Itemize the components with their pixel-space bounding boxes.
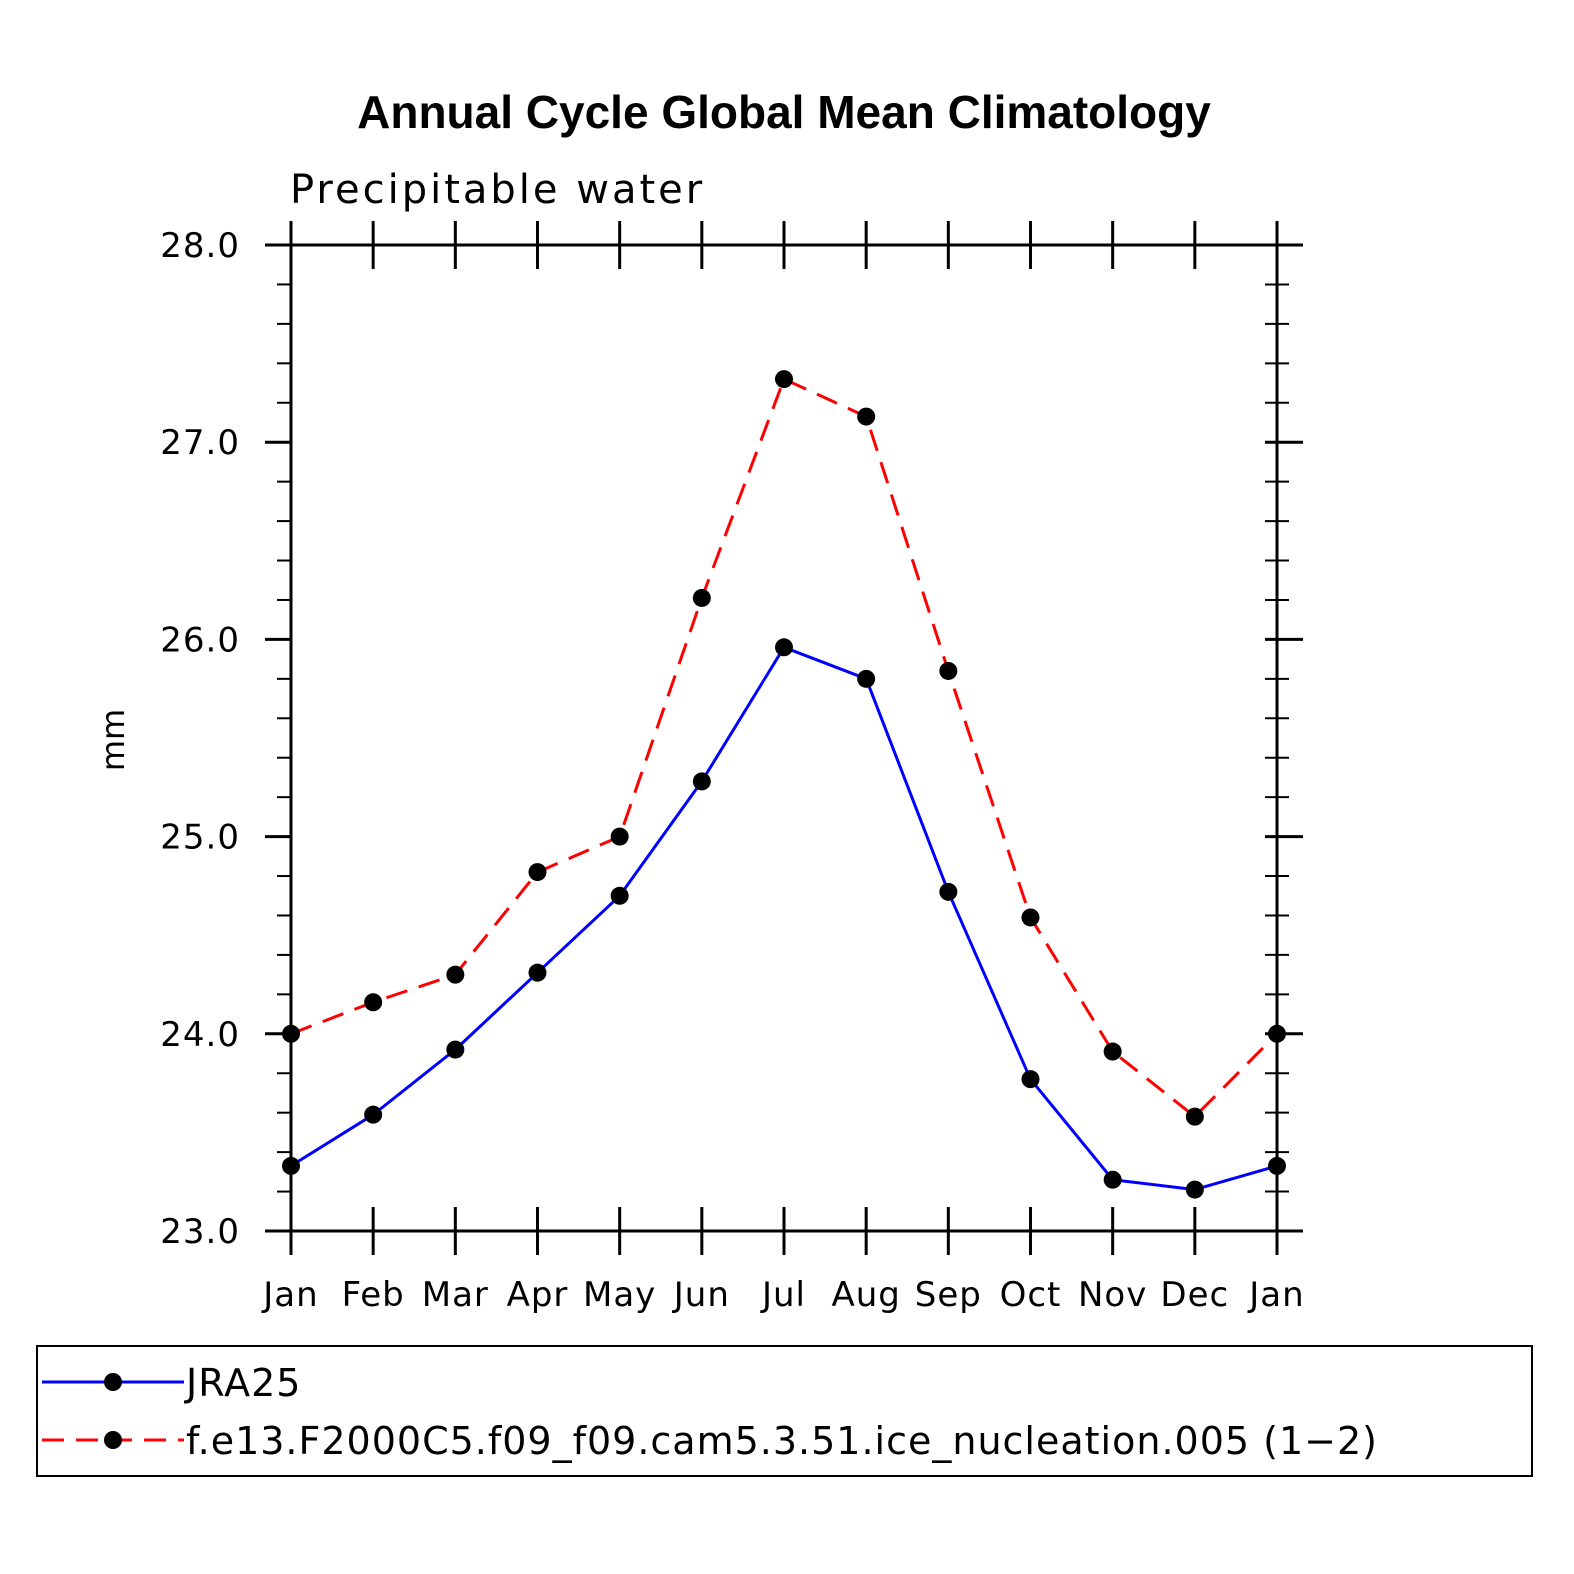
data-point-s1-2 xyxy=(446,965,465,984)
x-tick-label-7: Aug xyxy=(831,1275,900,1315)
series-line-1 xyxy=(290,377,1279,1119)
data-point-s0-4 xyxy=(610,886,629,905)
chart-subtitle: Precipitable water xyxy=(290,167,705,213)
legend-label-jra25: JRA25 xyxy=(184,1361,301,1405)
legend-marker-model xyxy=(104,1431,122,1449)
x-tick-label-2: Mar xyxy=(422,1275,489,1315)
data-point-s0-11 xyxy=(1185,1180,1204,1199)
data-point-s0-6 xyxy=(775,638,793,657)
data-point-s0-1 xyxy=(364,1105,383,1124)
data-point-s1-8 xyxy=(939,661,958,680)
x-tick-label-3: Apr xyxy=(507,1275,569,1315)
series-layer xyxy=(282,370,1286,1199)
data-point-s0-3 xyxy=(528,963,547,982)
data-point-s0-5 xyxy=(692,772,711,791)
legend-label-model: f.e13.F2000C5.f09_f09.cam5.3.51.ice_nucl… xyxy=(186,1419,1378,1463)
y-tick-label-4: 27.0 xyxy=(160,423,240,463)
data-point-s1-4 xyxy=(610,827,629,846)
legend-marker-jra25 xyxy=(104,1373,122,1391)
x-tick-label-1: Feb xyxy=(342,1275,405,1315)
data-point-s0-8 xyxy=(939,882,958,901)
chart-title: Annual Cycle Global Mean Climatology xyxy=(357,86,1211,138)
series-line-0 xyxy=(290,645,1278,1192)
data-point-s0-10 xyxy=(1103,1170,1122,1189)
data-point-s1-6 xyxy=(775,370,793,389)
legend: JRA25 f.e13.F2000C5.f09_f09.cam5.3.51.ic… xyxy=(36,1345,1533,1477)
y-tick-label-0: 23.0 xyxy=(160,1212,240,1252)
data-point-s1-3 xyxy=(528,863,547,882)
y-tick-label-1: 24.0 xyxy=(160,1015,240,1055)
data-point-s0-9 xyxy=(1021,1070,1040,1089)
x-tick-label-10: Nov xyxy=(1078,1275,1147,1315)
data-point-s0-7 xyxy=(857,669,876,688)
legend-box xyxy=(36,1345,1533,1477)
data-point-s0-2 xyxy=(446,1040,465,1059)
x-tick-label-0: Jan xyxy=(261,1275,318,1315)
data-point-s1-11 xyxy=(1185,1107,1204,1126)
data-point-s1-1 xyxy=(364,993,383,1012)
axis-tick-labels: Jan Feb Mar Apr May Jun Jul Aug Sep Oct Nov Dec Jan 2… xyxy=(160,226,1304,1315)
y-tick-label-2: 25.0 xyxy=(160,818,240,858)
data-point-s1-10 xyxy=(1103,1042,1122,1061)
x-tick-label-5: Jun xyxy=(672,1275,730,1315)
y-axis-label: mm xyxy=(94,709,132,771)
x-tick-label-4: May xyxy=(583,1275,656,1315)
x-tick-label-12: Jan xyxy=(1247,1275,1304,1315)
plot-frame xyxy=(289,243,1279,1233)
x-tick-label-9: Oct xyxy=(1000,1275,1062,1315)
y-tick-label-5: 28.0 xyxy=(160,226,240,266)
data-point-s1-7 xyxy=(857,407,876,426)
x-tick-label-6: Jul xyxy=(760,1275,806,1315)
x-tick-label-11: Dec xyxy=(1160,1275,1229,1315)
x-tick-label-8: Sep xyxy=(915,1275,982,1315)
data-point-s1-5 xyxy=(692,588,711,607)
data-point-s1-9 xyxy=(1021,908,1040,927)
y-tick-label-3: 26.0 xyxy=(160,620,240,660)
